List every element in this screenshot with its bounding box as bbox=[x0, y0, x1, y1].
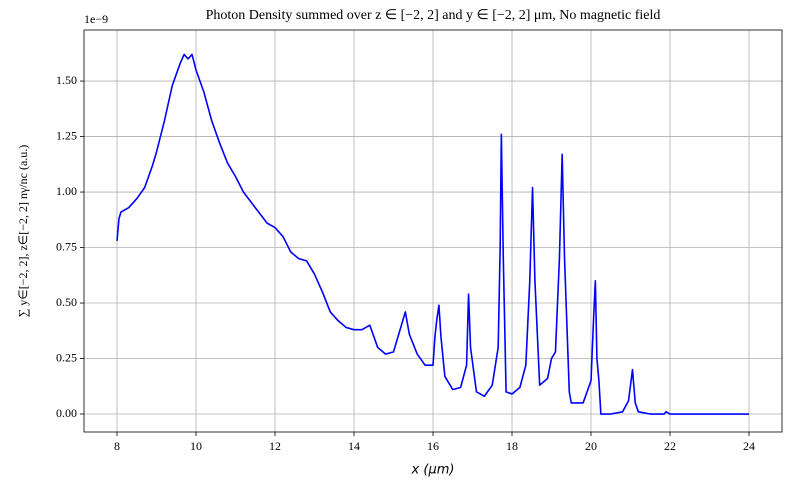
data-line bbox=[116, 53, 750, 415]
x-tick-label: 14 bbox=[348, 439, 360, 453]
x-tick-label: 8 bbox=[114, 439, 120, 453]
x-tick-label: 12 bbox=[269, 439, 281, 453]
x-tick-label: 16 bbox=[427, 439, 439, 453]
x-tick-label: 18 bbox=[506, 439, 518, 453]
plot-frame bbox=[83, 29, 783, 433]
x-tick-label: 20 bbox=[585, 439, 597, 453]
y-tick-label: 0.25 bbox=[56, 350, 77, 364]
y-tick-label: 0.00 bbox=[56, 406, 77, 420]
y-tick-label: 0.75 bbox=[56, 239, 77, 253]
y-axis-label: ∑ y∈[−2, 2], z∈[−2, 2] nγ/nc (a.u.) bbox=[16, 145, 30, 318]
x-axis-label: x (μm) bbox=[411, 463, 455, 478]
y-tick-label: 1.50 bbox=[56, 73, 77, 87]
x-tick-label: 24 bbox=[743, 439, 755, 453]
x-tick-label: 22 bbox=[664, 439, 676, 453]
x-tick-label: 10 bbox=[190, 439, 202, 453]
y-offset-label: 1e−9 bbox=[84, 12, 108, 26]
y-tick-label: 1.25 bbox=[56, 128, 77, 142]
y-tick-label: 1.00 bbox=[56, 184, 77, 198]
chart-title: Photon Density summed over z ∈ [−2, 2] a… bbox=[206, 8, 661, 23]
y-tick-label: 0.50 bbox=[56, 295, 77, 309]
